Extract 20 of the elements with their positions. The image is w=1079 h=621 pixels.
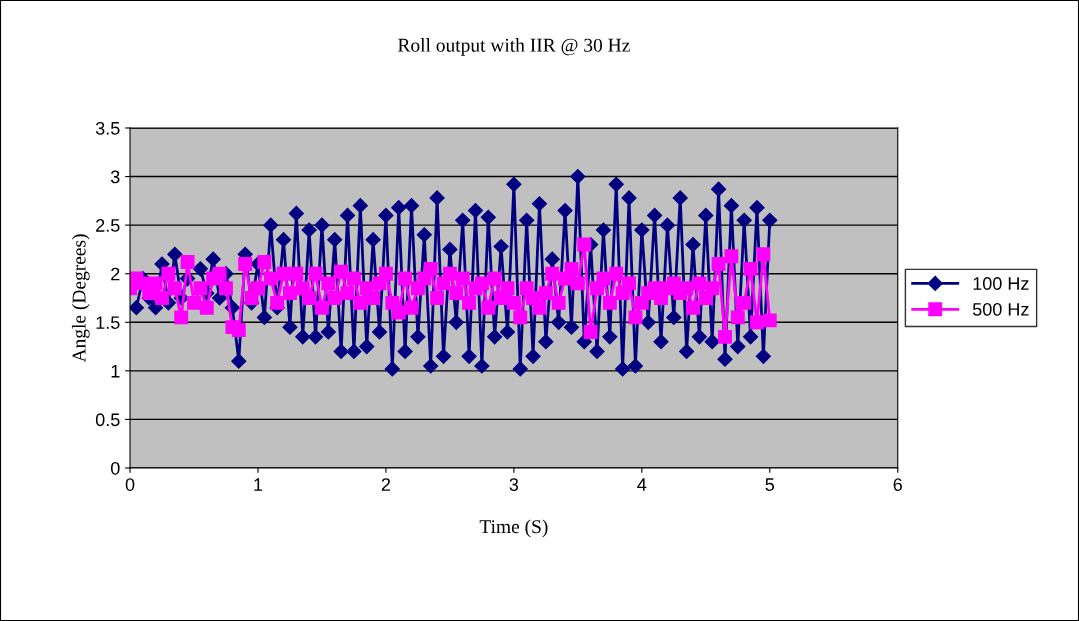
legend-label: 100 Hz: [973, 277, 1029, 290]
x-tick-label: 3: [509, 478, 519, 491]
x-axis-title: Time (S): [479, 519, 548, 538]
y-tick-label: 3.5: [95, 121, 120, 135]
x-tick-label: 6: [893, 478, 902, 491]
y-tick-label: 0.5: [95, 413, 120, 427]
x-tick-label: 4: [637, 478, 647, 491]
y-tick-label: 1.5: [96, 316, 120, 329]
y-tick-label: 2: [111, 267, 120, 281]
y-tick-label: 2.5: [96, 219, 120, 232]
legend-label: 500 Hz: [972, 302, 1029, 316]
x-tick-label: 5: [765, 478, 775, 491]
x-tick-label: 1: [254, 478, 263, 491]
chart-title: Roll output with IIR @ 30 Hz: [398, 38, 630, 56]
y-axis-title: Angle (Degrees): [71, 234, 90, 363]
y-tick-label: 0: [110, 461, 120, 475]
y-tick-label: 1: [111, 364, 120, 378]
x-tick-label: 2: [381, 478, 391, 491]
y-tick-label: 3: [110, 170, 120, 184]
x-tick-label: 0: [125, 478, 135, 491]
